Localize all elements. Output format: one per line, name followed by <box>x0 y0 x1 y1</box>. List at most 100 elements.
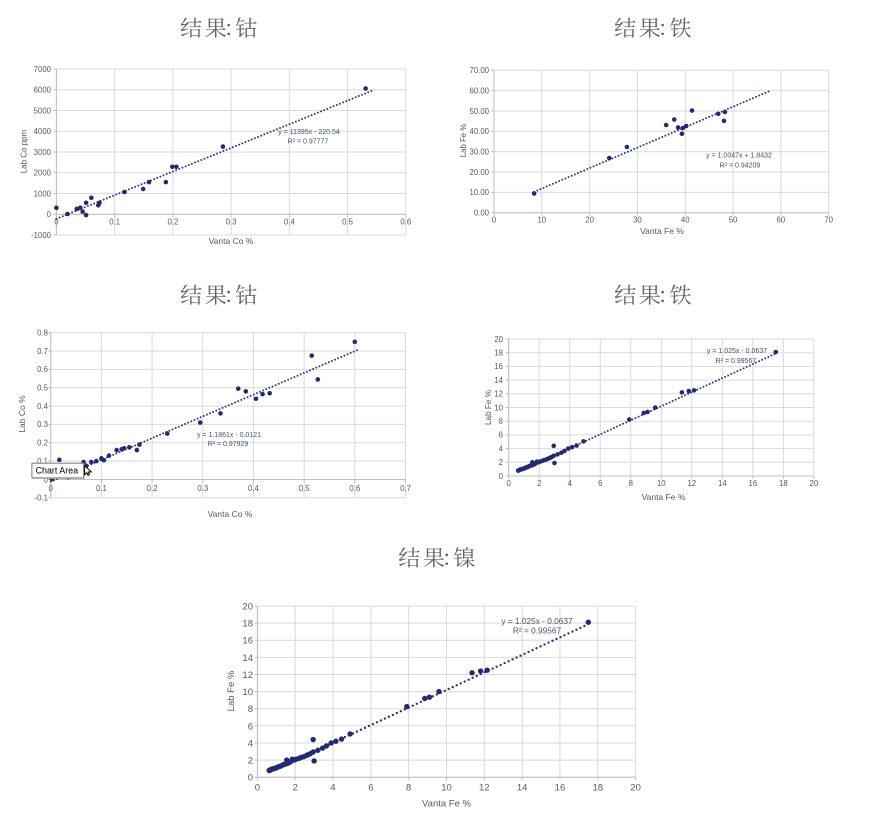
svg-text:0: 0 <box>47 210 52 219</box>
svg-text:8: 8 <box>629 479 633 488</box>
svg-text:10.00: 10.00 <box>469 188 489 197</box>
svg-text:y = 1.025x - 0.0637: y = 1.025x - 0.0637 <box>501 616 573 626</box>
svg-text:R² = 0.99567: R² = 0.99567 <box>513 626 562 636</box>
svg-text:Lab Fe %: Lab Fe % <box>226 670 237 711</box>
svg-text:4000: 4000 <box>34 127 52 136</box>
svg-text:6: 6 <box>499 431 503 440</box>
svg-text:0.6: 0.6 <box>400 218 411 227</box>
svg-text:0.1: 0.1 <box>96 484 107 493</box>
svg-text:14: 14 <box>718 479 727 488</box>
svg-text:2: 2 <box>293 783 298 794</box>
svg-text:20: 20 <box>810 479 819 488</box>
svg-text:18: 18 <box>592 783 603 794</box>
svg-text:y = 11395x - 220.54: y = 11395x - 220.54 <box>278 129 340 136</box>
svg-text:Vanta Fe %: Vanta Fe % <box>640 226 684 236</box>
svg-text:Lab Fe %: Lab Fe % <box>459 124 468 157</box>
svg-text:0.3: 0.3 <box>37 420 48 429</box>
svg-text:12: 12 <box>687 479 696 488</box>
svg-text:40: 40 <box>681 215 690 224</box>
svg-text:60: 60 <box>777 215 786 224</box>
svg-text:20: 20 <box>494 335 503 344</box>
svg-text:10: 10 <box>537 215 546 224</box>
svg-text:0: 0 <box>507 479 512 488</box>
svg-text:0.4: 0.4 <box>248 484 260 493</box>
svg-text:70: 70 <box>824 215 833 224</box>
svg-text:4: 4 <box>568 479 573 488</box>
svg-text:4: 4 <box>330 783 335 794</box>
svg-text:0: 0 <box>255 783 260 794</box>
svg-text:0.4: 0.4 <box>284 218 296 227</box>
svg-text:6: 6 <box>598 479 602 488</box>
svg-text:16: 16 <box>494 362 503 371</box>
svg-text:R² = 0.97777: R² = 0.97777 <box>288 139 329 146</box>
svg-text:6000: 6000 <box>34 86 52 95</box>
svg-text:10: 10 <box>242 687 253 698</box>
svg-text:Chart Area: Chart Area <box>36 466 78 476</box>
svg-text:2000: 2000 <box>34 169 52 178</box>
svg-text:0.6: 0.6 <box>37 365 48 374</box>
svg-text:4: 4 <box>499 444 504 453</box>
svg-text:0.7: 0.7 <box>400 484 411 493</box>
svg-text:R² = 0.97929: R² = 0.97929 <box>208 441 249 448</box>
svg-text:8: 8 <box>499 417 503 426</box>
svg-text:2: 2 <box>537 479 541 488</box>
svg-text:12: 12 <box>242 670 253 681</box>
svg-text:0.5: 0.5 <box>299 484 311 493</box>
svg-text:7000: 7000 <box>34 65 52 74</box>
svg-text:10: 10 <box>657 479 666 488</box>
svg-text:14: 14 <box>494 376 503 385</box>
svg-text:12: 12 <box>494 390 503 399</box>
svg-text:20.00: 20.00 <box>469 168 489 177</box>
svg-text:0: 0 <box>492 215 497 224</box>
svg-text:0.2: 0.2 <box>167 218 178 227</box>
svg-text:70.00: 70.00 <box>469 66 489 75</box>
svg-text:10: 10 <box>441 783 452 794</box>
svg-text:18: 18 <box>494 349 503 358</box>
svg-text:R² = 0.94209: R² = 0.94209 <box>720 163 761 170</box>
svg-text:Lab Fe %: Lab Fe % <box>484 390 493 425</box>
svg-text:0.7: 0.7 <box>37 347 48 356</box>
svg-text:0: 0 <box>248 773 253 784</box>
svg-text:0.6: 0.6 <box>349 484 360 493</box>
svg-text:0.8: 0.8 <box>37 329 48 338</box>
svg-text:Vanta Co %: Vanta Co % <box>209 236 254 246</box>
svg-text:6: 6 <box>248 721 253 732</box>
svg-text:1000: 1000 <box>34 189 52 198</box>
svg-text:16: 16 <box>749 479 758 488</box>
svg-text:14: 14 <box>517 783 528 794</box>
svg-text:20: 20 <box>242 601 253 612</box>
svg-text:0: 0 <box>44 475 49 484</box>
svg-text:Lab Co ppm: Lab Co ppm <box>20 129 29 173</box>
svg-text:30.00: 30.00 <box>469 147 489 156</box>
svg-text:0: 0 <box>54 218 59 227</box>
svg-text:18: 18 <box>779 479 788 488</box>
svg-text:-1000: -1000 <box>31 231 52 240</box>
svg-text:0: 0 <box>499 472 504 481</box>
svg-text:Vanta Co %: Vanta Co % <box>208 509 253 519</box>
svg-text:10: 10 <box>494 403 503 412</box>
svg-text:6: 6 <box>368 783 373 794</box>
svg-text:R² = 0.99567: R² = 0.99567 <box>716 358 757 365</box>
svg-text:-0.1: -0.1 <box>35 494 48 503</box>
svg-text:0.3: 0.3 <box>197 484 208 493</box>
svg-text:2: 2 <box>248 756 253 767</box>
svg-text:0.2: 0.2 <box>147 484 158 493</box>
svg-text:60.00: 60.00 <box>469 86 489 95</box>
svg-text:12: 12 <box>479 783 490 794</box>
svg-text:50.00: 50.00 <box>469 107 489 116</box>
svg-text:0: 0 <box>49 484 54 493</box>
svg-text:5000: 5000 <box>34 106 52 115</box>
svg-text:8: 8 <box>248 704 253 715</box>
svg-text:0.2: 0.2 <box>37 439 48 448</box>
svg-text:Vanta Fe %: Vanta Fe % <box>642 492 686 502</box>
svg-text:50: 50 <box>729 215 738 224</box>
svg-text:14: 14 <box>242 653 253 664</box>
svg-text:0.4: 0.4 <box>37 402 49 411</box>
svg-text:18: 18 <box>242 619 253 630</box>
svg-text:3000: 3000 <box>34 148 52 157</box>
svg-text:Vanta Fe %: Vanta Fe % <box>422 799 471 810</box>
svg-text:20: 20 <box>585 215 594 224</box>
svg-text:0.1: 0.1 <box>109 218 120 227</box>
svg-text:16: 16 <box>555 783 566 794</box>
svg-text:0.3: 0.3 <box>226 218 237 227</box>
